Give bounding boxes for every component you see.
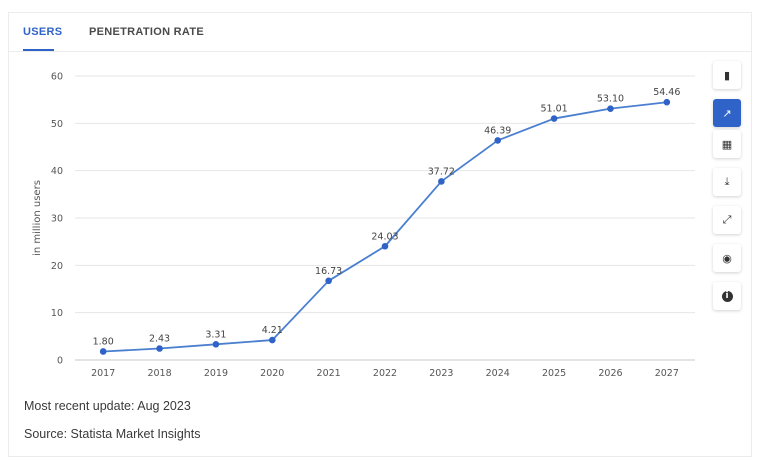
- x-tick-label: 2022: [373, 368, 397, 379]
- y-tick-label: 60: [51, 72, 63, 83]
- data-point: [438, 178, 445, 185]
- y-tick-label: 30: [51, 214, 63, 225]
- download-button[interactable]: ⤓: [713, 168, 741, 196]
- y-tick-label: 0: [57, 356, 63, 367]
- data-point: [494, 137, 502, 144]
- y-axis-label: in million users: [32, 180, 43, 256]
- fullscreen-button[interactable]: ⤢: [713, 206, 741, 234]
- data-label: 4.21: [262, 325, 283, 336]
- tab-penetration-rate[interactable]: PENETRATION RATE: [89, 26, 205, 38]
- series-line: [103, 101, 667, 353]
- x-tick-label: 2021: [317, 368, 341, 379]
- table-button[interactable]: ▦: [713, 130, 741, 158]
- hide-icon: ◉: [722, 251, 732, 265]
- data-label: 51.01: [540, 104, 567, 115]
- y-tick-label: 10: [51, 308, 63, 319]
- table-icon: ▦: [721, 137, 733, 151]
- x-tick-label: 2026: [598, 368, 622, 379]
- data-point: [607, 105, 614, 112]
- data-label: 2.43: [149, 333, 170, 344]
- tab-users[interactable]: USERS: [23, 26, 63, 38]
- data-point: [663, 98, 671, 106]
- active-tab-indicator: [23, 49, 54, 51]
- data-label: 24.03: [371, 231, 398, 242]
- data-point: [212, 341, 220, 348]
- update-note: Most recent update: Aug 2023: [24, 399, 191, 413]
- data-label: 16.73: [315, 266, 342, 277]
- data-label: 1.80: [93, 336, 114, 347]
- x-tick-label: 2025: [542, 368, 566, 379]
- data-point: [156, 345, 163, 352]
- data-label: 54.46: [653, 87, 680, 98]
- x-tick-label: 2027: [655, 368, 679, 379]
- data-label: 3.31: [205, 329, 226, 340]
- hide-button[interactable]: ◉: [713, 244, 741, 272]
- bar-chart-button[interactable]: ▮: [713, 61, 741, 89]
- data-point: [99, 348, 107, 355]
- y-tick-label: 50: [51, 119, 63, 130]
- data-label: 53.10: [597, 94, 624, 105]
- info-button[interactable]: i: [713, 282, 741, 310]
- data-point: [325, 277, 332, 285]
- x-tick-label: 2020: [260, 368, 284, 379]
- info-icon: i: [721, 290, 733, 302]
- data-label: 46.39: [484, 125, 511, 136]
- x-tick-label: 2023: [429, 368, 453, 379]
- y-tick-label: 40: [51, 166, 63, 177]
- data-label: 37.72: [428, 166, 455, 177]
- x-tick-label: 2018: [147, 368, 171, 379]
- bar-chart-icon: ▮: [723, 68, 731, 82]
- tab-bar: USERS PENETRATION RATE: [9, 13, 751, 52]
- fullscreen-icon: ⤢: [722, 213, 732, 226]
- x-tick-label: 2019: [204, 368, 228, 379]
- data-point: [381, 242, 389, 250]
- line-chart: 0 10 20 30 40 50 60 in million users 2017 2018 201…: [32, 72, 695, 379]
- x-tick-label: 2017: [91, 368, 115, 379]
- y-tick-label: 20: [51, 261, 63, 272]
- line-chart-button[interactable]: ↗: [713, 99, 741, 127]
- chart-card: USERS PENETRATION RATE 0 10 20 30 40 50 60 in m…: [8, 12, 752, 457]
- x-tick-label: 2024: [486, 368, 510, 379]
- download-icon: ⤓: [724, 175, 730, 188]
- data-point: [268, 336, 276, 344]
- line-chart-icon: ↗: [722, 106, 732, 120]
- source-note: Source: Statista Market Insights: [24, 427, 201, 441]
- data-point: [550, 115, 558, 122]
- chart-toolbar: ▮ ↗ ▦ ⤓ ⤢ ◉ i: [713, 61, 743, 320]
